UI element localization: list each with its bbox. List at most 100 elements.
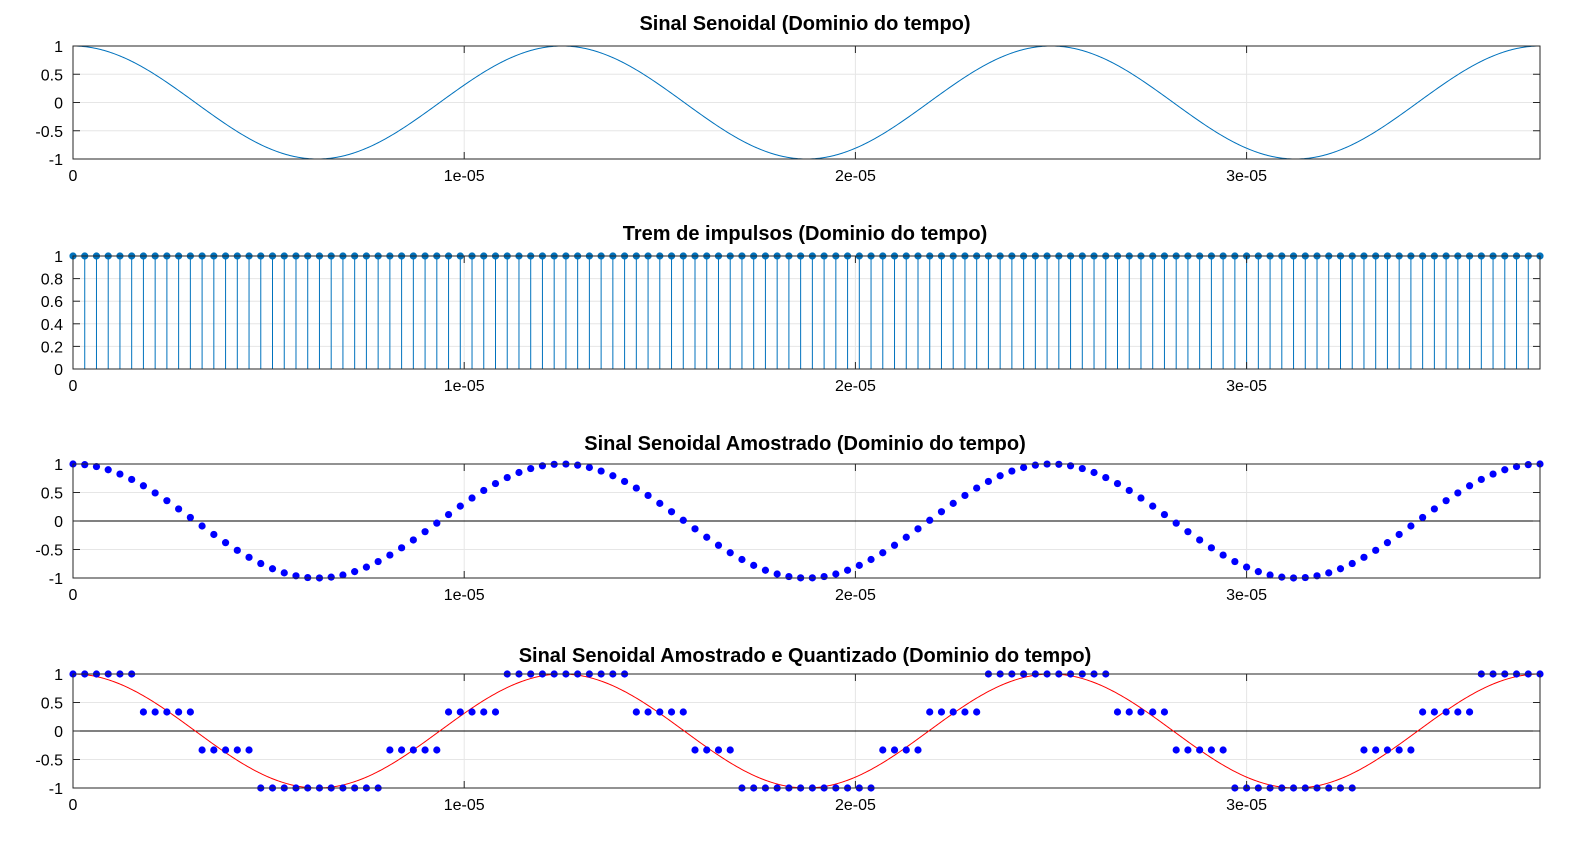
x-tick-label: 3e-05 [1226,378,1267,395]
data-point [773,570,781,578]
data-point [1090,468,1098,477]
data-point [1184,746,1192,754]
data-point [726,746,734,754]
data-point [644,491,652,500]
data-point [902,533,910,541]
data-point [1172,746,1180,754]
data-point [186,513,194,522]
data-point [632,708,640,716]
y-tick-label: 0 [54,724,63,741]
data-point [421,528,429,536]
data-point [703,533,711,541]
subplot-sampled-sine: Sinal Senoidal Amostrado (Dominio do tem… [35,433,1544,604]
data-point [691,525,699,533]
data-point [1160,708,1169,716]
data-point [1407,522,1415,530]
data-point [1020,463,1028,472]
data-point [937,508,946,516]
data-point [1372,746,1380,754]
y-tick-label: -0.5 [35,543,63,560]
y-tick-label: -0.5 [35,124,63,141]
data-point [198,746,206,754]
data-point [1008,467,1016,475]
data-point [703,746,711,754]
x-tick-label: 0 [69,797,78,814]
data-point [890,746,899,754]
data-point [961,708,969,716]
data-point [409,746,417,754]
data-point [480,486,488,495]
data-point [139,708,148,716]
data-point [280,569,288,577]
data-point [163,497,171,505]
data-point [1336,565,1345,573]
data-point [456,502,464,510]
data-point [1125,486,1133,495]
y-tick-label: 1 [54,249,63,266]
data-point [1430,708,1438,716]
data-point [1149,502,1157,510]
data-point [362,563,370,571]
data-point [1442,497,1450,505]
data-point [1419,708,1427,716]
y-tick-label: -0.5 [35,753,63,770]
data-point [1031,461,1039,469]
data-point [667,708,676,716]
data-point [480,708,488,716]
data-point [1454,708,1462,716]
data-point [1465,482,1474,490]
x-tick-label: 2e-05 [835,378,876,395]
data-point [1196,746,1204,754]
data-point [1137,708,1145,716]
data-point [1442,708,1450,716]
data-point [491,479,500,488]
data-point [1172,519,1180,527]
data-point [1372,546,1380,554]
data-point [1196,536,1204,544]
data-point [1160,510,1169,519]
data-point [1419,513,1427,522]
y-tick-label: 1 [54,667,63,684]
data-point [726,549,734,557]
data-point [257,559,265,568]
x-tick-label: 3e-05 [1226,797,1267,814]
data-point [679,708,687,716]
data-point [1113,479,1122,488]
data-point [785,572,793,581]
data-point [973,484,981,492]
data-point [574,461,582,469]
data-point [1512,462,1521,471]
subplot-impulse-train: Trem de impulsos (Dominio do tempo) 0 1e-… [41,223,1544,395]
data-point [1113,708,1122,716]
data-point [1254,568,1262,576]
y-tick-label: 0 [54,362,63,379]
data-point [1489,470,1497,478]
data-point [1078,464,1086,473]
y-tick-label: -1 [49,152,63,169]
data-point [221,746,230,754]
y-tick-label: 0.5 [41,67,63,84]
subplot-sine: Sinal Senoidal (Dominio do tempo) 0 1e-05… [35,13,1541,185]
data-point [973,708,981,716]
data-point [1524,461,1532,469]
data-point [820,572,828,581]
data-point [1383,746,1392,754]
data-point [398,544,406,552]
y-tick-label: 1 [54,457,63,474]
data-point [949,499,957,507]
data-point [151,489,159,497]
data-point [1477,475,1485,484]
data-point [597,467,605,475]
data-point [1207,746,1215,754]
data-point [468,708,476,716]
data-point [1231,557,1239,566]
y-tick-label: 1 [54,39,63,56]
data-point [468,494,476,502]
data-point [1454,489,1462,497]
data-point [491,708,500,716]
data-point [644,708,652,716]
data-point [444,708,453,716]
data-point [867,555,875,564]
subplot-title: Sinal Senoidal (Dominio do tempo) [639,13,970,35]
data-point [421,746,429,754]
